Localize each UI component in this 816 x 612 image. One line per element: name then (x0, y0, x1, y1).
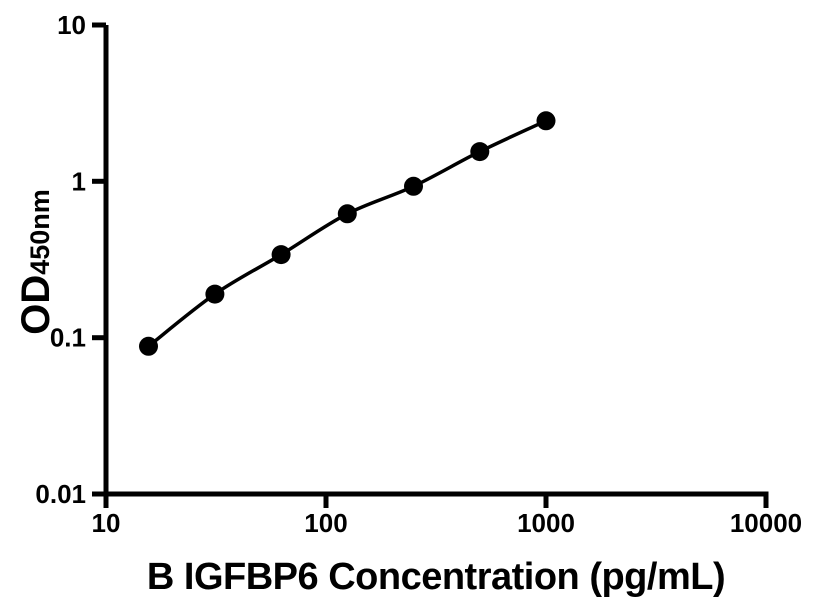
y-tick-label: 0.01 (35, 479, 86, 509)
data-point (139, 336, 158, 356)
x-tick-label: 10000 (730, 508, 802, 538)
y-tick-label: 0.1 (50, 323, 86, 353)
data-point (470, 142, 490, 162)
x-axis-title: B IGFBP6 Concentration (pg/mL) (146, 556, 726, 598)
x-tick-label: 10 (92, 508, 121, 538)
data-point (337, 204, 357, 224)
y-axis-title-main: OD (14, 274, 58, 335)
x-tick-label: 100 (304, 508, 347, 538)
x-tick-label: 1000 (517, 508, 575, 538)
y-tick-label: 1 (72, 166, 86, 196)
y-axis-title-subscript: 450nm (25, 189, 55, 275)
y-axis-title: OD450nm (14, 152, 66, 372)
data-point (536, 111, 556, 131)
data-point (271, 245, 291, 265)
y-tick-label: 10 (57, 10, 86, 40)
data-point (404, 176, 423, 196)
data-point (205, 284, 225, 304)
